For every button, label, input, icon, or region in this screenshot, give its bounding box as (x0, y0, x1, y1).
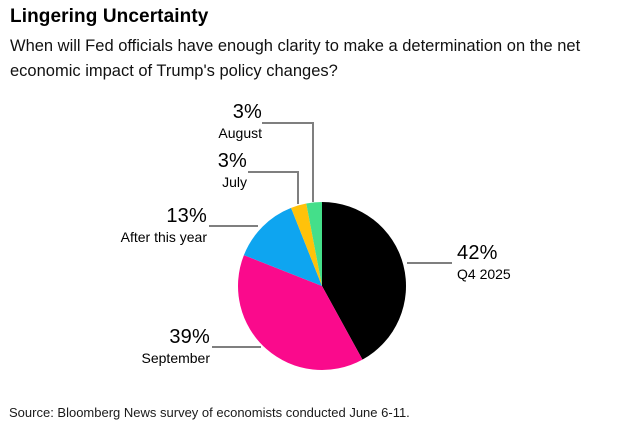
slice-label-july: 3% July (218, 151, 247, 190)
source-attribution: Source: Bloomberg News survey of economi… (9, 405, 410, 420)
slice-cat-after-this-year: After this year (120, 229, 207, 245)
slice-pct-august: 3% (232, 101, 262, 123)
slice-cat-september: September (141, 350, 210, 366)
slice-cat-q4-2025: Q4 2025 (457, 266, 511, 282)
slice-label-q4-2025: 42% Q4 2025 (457, 243, 511, 282)
slice-pct-after-this-year: 13% (166, 205, 207, 227)
chart-subtitle: When will Fed officials have enough clar… (10, 37, 581, 80)
slice-pct-september: 39% (169, 326, 210, 348)
slice-pct-q4-2025: 42% (457, 242, 498, 264)
chart-title: Lingering Uncertainty (10, 6, 209, 27)
pie-slice-september (238, 255, 363, 371)
pie-slice-august (306, 202, 322, 286)
slice-label-september: 39% September (142, 327, 210, 366)
slice-cat-july: July (222, 174, 247, 190)
pie-slice-after-this-year (243, 207, 322, 286)
slice-pct-july: 3% (217, 150, 247, 172)
leader-line-july (248, 171, 299, 204)
slice-label-august: 3% August (218, 102, 262, 141)
leader-lines (209, 122, 452, 348)
pie-slice-july (291, 203, 322, 286)
slice-label-after-this-year: 13% After this year (121, 206, 207, 245)
leader-line-august (262, 122, 314, 202)
slice-cat-august: August (218, 125, 262, 141)
pie-slices (238, 201, 407, 371)
pie-slice-q4-2025 (322, 201, 407, 360)
